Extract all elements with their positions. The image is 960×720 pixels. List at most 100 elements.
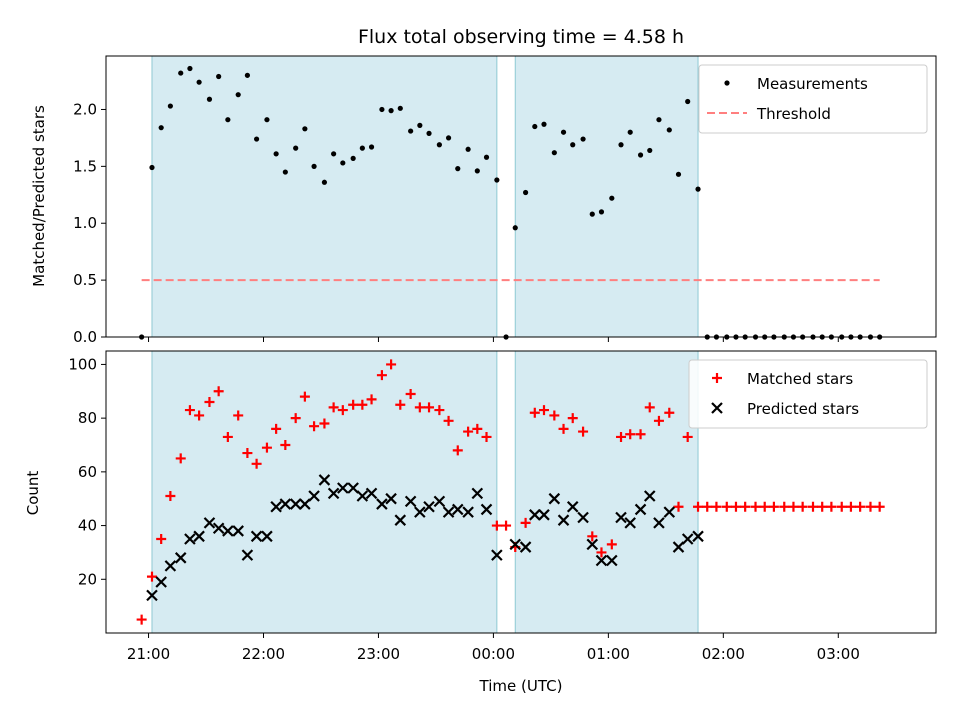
data-point — [426, 130, 432, 136]
data-point — [337, 482, 349, 494]
data-point — [664, 407, 675, 418]
data-point — [672, 541, 685, 553]
data-point — [788, 501, 799, 512]
data-point — [340, 160, 346, 166]
data-point — [175, 453, 186, 464]
observing-interval — [151, 350, 498, 634]
data-point — [216, 73, 222, 80]
data-point — [465, 146, 471, 152]
data-point — [549, 410, 560, 421]
legend-marker — [712, 373, 722, 383]
data-point — [212, 522, 225, 535]
data-point — [279, 498, 292, 510]
data-point — [474, 168, 480, 174]
data-point — [609, 195, 615, 201]
data-point — [578, 426, 589, 437]
data-point — [595, 554, 608, 567]
data-point — [251, 458, 262, 469]
data-point — [865, 501, 876, 512]
data-point — [264, 117, 270, 123]
data-point — [807, 501, 818, 512]
y-tick-label: 40 — [78, 517, 97, 535]
legend: Matched stars Predicted stars — [688, 359, 928, 429]
data-point — [350, 155, 356, 161]
data-point — [309, 421, 320, 432]
data-point — [637, 152, 644, 158]
data-point — [520, 517, 531, 528]
y-tick-label: 80 — [78, 409, 97, 427]
data-point — [233, 410, 244, 421]
observing-interval — [151, 55, 498, 338]
data-point — [586, 538, 599, 551]
legend-marker — [711, 402, 723, 414]
legend-marker — [724, 80, 730, 86]
data-point — [874, 501, 885, 512]
bottom-panel: 21:00 22:00 23:00 00:00 01:00 02:00 03:00 20 40 6… — [68, 350, 937, 663]
data-point — [529, 407, 540, 418]
legend-label: Predicted stars — [747, 400, 859, 418]
data-point — [321, 179, 328, 185]
data-point — [386, 359, 397, 370]
data-point — [522, 189, 529, 196]
top-y-axis-label: Matched/Predicted stars — [30, 105, 48, 287]
data-point — [615, 511, 627, 524]
data-point — [328, 402, 339, 413]
data-point — [424, 402, 435, 413]
data-point — [616, 431, 627, 442]
data-point — [494, 177, 500, 183]
data-point — [394, 514, 407, 526]
data-point — [443, 415, 454, 426]
data-point — [311, 163, 317, 169]
data-point — [673, 501, 684, 512]
data-point — [405, 388, 416, 399]
data-point — [740, 501, 751, 512]
data-point — [395, 399, 406, 410]
data-point — [653, 517, 665, 529]
x-tick-label: 01:00 — [587, 645, 630, 663]
data-point — [653, 415, 664, 426]
x-tick-label: 03:00 — [817, 645, 860, 663]
data-point — [529, 509, 541, 521]
data-point — [357, 399, 368, 410]
data-point — [721, 501, 732, 512]
y-tick-label: 1.5 — [73, 157, 97, 175]
data-point — [532, 123, 538, 130]
data-point — [299, 391, 310, 402]
data-point — [519, 541, 532, 553]
data-point — [472, 423, 483, 434]
data-point — [244, 72, 250, 78]
data-point — [242, 448, 253, 459]
data-point — [423, 500, 435, 513]
plot-frame — [105, 55, 937, 338]
data-point — [625, 429, 636, 440]
data-point — [174, 552, 187, 564]
x-tick-label: 00:00 — [472, 645, 515, 663]
data-point — [408, 128, 414, 134]
data-point — [327, 487, 340, 500]
data-point — [359, 145, 365, 151]
data-point — [250, 530, 263, 543]
data-point — [155, 576, 167, 588]
data-point — [730, 501, 741, 512]
data-point — [567, 413, 578, 424]
data-point — [589, 211, 595, 217]
data-point — [290, 413, 301, 424]
data-point — [385, 492, 397, 505]
data-point — [768, 501, 779, 512]
data-point — [681, 533, 694, 545]
data-point — [606, 554, 618, 567]
data-point — [368, 144, 375, 150]
data-point — [855, 501, 866, 512]
data-point — [356, 490, 369, 502]
plot-frame — [105, 350, 937, 634]
data-point — [538, 509, 550, 521]
data-point — [165, 491, 176, 502]
data-point — [379, 106, 385, 113]
data-point — [282, 169, 288, 175]
y-tick-label: 100 — [68, 355, 97, 373]
data-point — [213, 386, 224, 397]
data-point — [483, 154, 490, 160]
data-point — [682, 431, 693, 442]
data-point — [647, 147, 653, 154]
data-point — [836, 501, 847, 512]
